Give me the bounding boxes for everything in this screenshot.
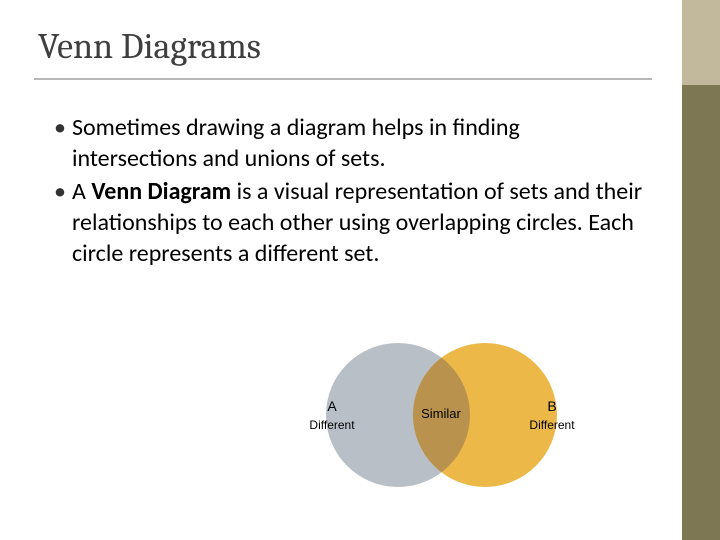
bullet-text: A Venn Diagram is a visual representatio… <box>72 176 644 269</box>
bullet-text: Sometimes drawing a diagram helps in fin… <box>72 112 644 174</box>
stripe-top <box>682 0 720 85</box>
bullet-item: • Sometimes drawing a diagram helps in f… <box>54 112 644 174</box>
side-stripe <box>682 0 720 540</box>
bullet-pre: A <box>72 177 91 206</box>
venn-label-b-sub: Different <box>529 418 575 432</box>
venn-diagram: A Different B Different Similar <box>280 330 600 510</box>
venn-label-a-title: A <box>327 398 337 414</box>
venn-svg: A Different B Different Similar <box>280 330 600 510</box>
bullet-bold: Venn Diagram <box>91 177 231 206</box>
venn-label-a-sub: Different <box>309 418 355 432</box>
title-underline <box>34 78 652 80</box>
page-title: Venn Diagrams <box>38 26 261 67</box>
content-area: • Sometimes drawing a diagram helps in f… <box>54 112 644 271</box>
venn-label-similar: Similar <box>421 406 461 421</box>
bullet-pre: Sometimes drawing a diagram helps in fin… <box>72 113 520 173</box>
bullet-item: • A Venn Diagram is a visual representat… <box>54 176 644 269</box>
bullet-marker: • <box>54 112 72 174</box>
bullet-marker: • <box>54 176 72 269</box>
stripe-bottom <box>682 85 720 540</box>
venn-label-b-title: B <box>547 398 556 414</box>
